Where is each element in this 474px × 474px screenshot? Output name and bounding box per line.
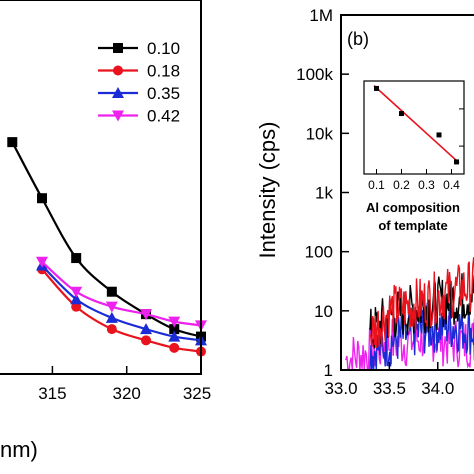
inset-x-label-line-1: Al composition bbox=[366, 200, 460, 215]
left-data-point bbox=[106, 324, 117, 335]
right-x-ticks: 33.0 33.5 34.0 bbox=[324, 362, 454, 398]
left-data-point bbox=[141, 335, 152, 346]
left-data-point bbox=[169, 342, 180, 353]
left-data-point bbox=[140, 309, 153, 321]
right-series-group bbox=[345, 257, 474, 371]
right-y-tick-label: 10k bbox=[306, 124, 334, 143]
inset-x-tick-label: 0.4 bbox=[443, 178, 460, 192]
left-data-point bbox=[168, 316, 181, 328]
left-data-point bbox=[140, 323, 153, 335]
right-panel: 1 10 100 1k 10k 100k 1M 33.0 33.5 34.0 Intensity… bbox=[255, 6, 474, 398]
left-data-point bbox=[70, 286, 83, 298]
left-x-axis-label-fragment: nm) bbox=[0, 437, 38, 462]
left-x-ticks: 315 320 325 bbox=[38, 366, 211, 403]
legend-entry-label: 0.42 bbox=[147, 107, 180, 126]
legend-marker bbox=[113, 43, 123, 53]
left-x-tick-label: 315 bbox=[38, 384, 66, 403]
left-panel: 315 320 325 nm) 0.10 0.18 0.35 0.42 bbox=[0, 0, 211, 462]
right-y-tick-label: 1M bbox=[309, 6, 333, 25]
left-series-line bbox=[11, 141, 202, 338]
inset-content bbox=[373, 85, 460, 165]
right-y-tick-label: 10 bbox=[314, 302, 333, 321]
left-data-point bbox=[106, 286, 117, 297]
legend-marker bbox=[113, 65, 123, 76]
inset-data-point bbox=[374, 85, 379, 91]
left-data-point bbox=[36, 256, 49, 268]
right-x-tick-label: 34.0 bbox=[421, 379, 454, 398]
left-data-point bbox=[37, 193, 48, 204]
left-series-line bbox=[41, 260, 202, 327]
left-plot-frame bbox=[0, 0, 202, 375]
left-data-point bbox=[7, 137, 18, 148]
right-y-ticks: 1 10 100 1k 10k 100k 1M bbox=[296, 6, 349, 380]
right-y-tick-label: 1 bbox=[324, 361, 333, 380]
inset-data-point bbox=[454, 159, 459, 165]
legend-entry-label: 0.18 bbox=[147, 62, 180, 81]
legend-entry-label: 0.10 bbox=[147, 39, 180, 58]
right-x-tick-label: 33.5 bbox=[373, 379, 406, 398]
left-data-point bbox=[169, 324, 180, 335]
left-legend: 0.10 0.18 0.35 0.42 bbox=[98, 39, 180, 126]
right-plot-frame bbox=[340, 14, 474, 371]
inset-x-tick-label: 0.1 bbox=[368, 178, 385, 192]
right-y-axis-label: Intensity (cps) bbox=[255, 122, 280, 259]
left-data-point bbox=[168, 330, 181, 342]
inset-chart: 0.1 0.2 0.3 0.4 Al composition of template bbox=[363, 80, 465, 233]
left-x-tick-label: 320 bbox=[113, 384, 141, 403]
inset-data-point bbox=[399, 111, 404, 117]
right-y-tick-label: 100 bbox=[305, 243, 333, 262]
left-data-point bbox=[70, 293, 83, 305]
inset-x-tick-label: 0.2 bbox=[393, 178, 410, 192]
left-data-point bbox=[71, 253, 82, 264]
inset-frame bbox=[363, 80, 465, 175]
left-x-tick-label: 325 bbox=[183, 384, 211, 403]
left-data-point bbox=[105, 301, 118, 313]
panel-label-b: (b) bbox=[347, 29, 369, 49]
inset-x-label-line-2: of template bbox=[378, 218, 447, 233]
left-data-point bbox=[105, 311, 118, 323]
legend-marker bbox=[112, 110, 124, 122]
left-series-group bbox=[7, 137, 207, 357]
inset-fit-line bbox=[373, 85, 460, 164]
legend-marker bbox=[112, 87, 124, 98]
inset-x-tick-label: 0.3 bbox=[418, 178, 435, 192]
right-y-tick-label: 100k bbox=[296, 65, 333, 84]
inset-x-ticks: 0.1 0.2 0.3 0.4 bbox=[368, 108, 464, 192]
right-x-tick-label: 33.0 bbox=[324, 379, 357, 398]
inset-data-point bbox=[436, 132, 442, 138]
right-series-trace bbox=[369, 257, 474, 348]
right-y-tick-label: 1k bbox=[315, 184, 333, 203]
legend-entry-label: 0.35 bbox=[147, 84, 180, 103]
